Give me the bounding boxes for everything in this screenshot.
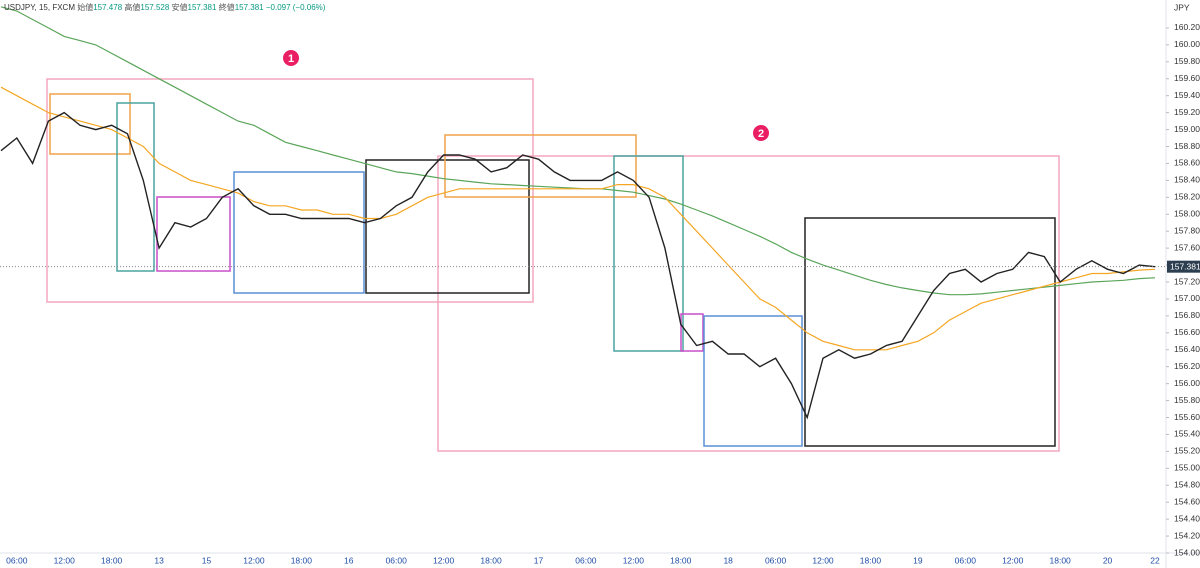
x-tick-label: 06:00 — [575, 555, 597, 565]
box — [444, 134, 637, 198]
y-tick-label: 155.600 — [1174, 412, 1200, 422]
box — [49, 93, 131, 155]
quote-value: 157.381 — [234, 3, 264, 12]
y-tick-label: 158.800 — [1174, 141, 1200, 151]
quote-value: 157.478 — [93, 3, 123, 12]
y-tick-label: 159.800 — [1174, 56, 1200, 66]
x-tick-label: 12:00 — [54, 555, 76, 565]
box — [156, 196, 231, 272]
x-tick-label: 12:00 — [243, 555, 265, 565]
box — [46, 78, 534, 303]
quote-change: −0.097 (−0.06%) — [265, 3, 326, 12]
x-tick-label: 18:00 — [480, 555, 502, 565]
x-tick-label: 06:00 — [765, 555, 787, 565]
x-tick-label: 16 — [344, 555, 354, 565]
x-tick-label: 12:00 — [812, 555, 834, 565]
quote-label: 始値 — [77, 3, 94, 12]
box — [804, 217, 1056, 447]
y-tick-label: 160.200 — [1174, 22, 1200, 32]
currency: JPY — [1174, 2, 1190, 12]
y-tick-label: 155.000 — [1174, 463, 1200, 473]
y-tick-label: 155.800 — [1174, 395, 1200, 405]
x-tick-label: 12:00 — [433, 555, 455, 565]
symbol-header: USDJPY, 15, FXCM 始値157.478 高値157.528 安値1… — [4, 2, 325, 13]
quote-label: 終値 — [218, 3, 235, 12]
y-tick-label: 154.600 — [1174, 496, 1200, 506]
y-tick-label: 154.800 — [1174, 480, 1200, 490]
y-tick-label: 154.400 — [1174, 513, 1200, 523]
x-tick-label: 18:00 — [101, 555, 123, 565]
x-tick-label: 18:00 — [860, 555, 882, 565]
y-tick-label: 157.200 — [1174, 276, 1200, 286]
y-tick-label: 158.000 — [1174, 209, 1200, 219]
series-line — [0, 86, 1156, 351]
x-tick-label: 18:00 — [1050, 555, 1072, 565]
box — [233, 171, 365, 294]
x-tick-label: 06:00 — [955, 555, 977, 565]
y-tick-label: 157.000 — [1174, 293, 1200, 303]
x-tick-label: 18 — [723, 555, 733, 565]
quote-value: 157.381 — [187, 3, 217, 12]
series-line — [0, 111, 1156, 420]
y-tick-label: 159.000 — [1174, 124, 1200, 134]
x-tick-label: 18:00 — [291, 555, 313, 565]
x-tick-label: 12:00 — [1002, 555, 1024, 565]
x-tick-label: 06:00 — [386, 555, 408, 565]
y-tick-label: 159.600 — [1174, 73, 1200, 83]
quote-value: 157.528 — [140, 3, 170, 12]
y-tick-label: 155.200 — [1174, 446, 1200, 456]
x-tick-label: 06:00 — [6, 555, 28, 565]
y-tick-label: 158.400 — [1174, 175, 1200, 185]
y-tick-label: 156.600 — [1174, 327, 1200, 337]
x-tick-label: 17 — [534, 555, 544, 565]
y-tick-label: 156.200 — [1174, 361, 1200, 371]
box — [680, 313, 704, 352]
y-tick-label: 155.400 — [1174, 429, 1200, 439]
x-tick-label: 15 — [202, 555, 212, 565]
y-tick-label: 156.400 — [1174, 344, 1200, 354]
box — [365, 159, 530, 294]
y-tick-label: 154.000 — [1174, 547, 1200, 557]
y-tick-label: 158.200 — [1174, 192, 1200, 202]
quote-label: 安値 — [171, 3, 188, 12]
x-tick-label: 20 — [1103, 555, 1113, 565]
y-tick-label: 159.200 — [1174, 107, 1200, 117]
x-tick-label: 13 — [154, 555, 164, 565]
symbol: USDJPY, 15, FXCM — [4, 3, 75, 12]
x-tick-label: 12:00 — [623, 555, 645, 565]
drawings — [46, 78, 1060, 452]
box — [116, 102, 155, 272]
y-tick-label: 160.000 — [1174, 39, 1200, 49]
box — [613, 155, 684, 352]
annotation: 2 — [758, 128, 764, 140]
y-tick-label: 156.000 — [1174, 378, 1200, 388]
quote-label: 高値 — [124, 3, 141, 12]
annotation-marker — [753, 125, 769, 141]
series-line — [0, 6, 1156, 296]
last-price-box — [1167, 260, 1200, 273]
y-tick-label: 159.400 — [1174, 90, 1200, 100]
y-tick-label: 154.200 — [1174, 530, 1200, 540]
y-tick-label: 156.800 — [1174, 310, 1200, 320]
box — [437, 155, 1060, 452]
y-tick-label: 158.600 — [1174, 158, 1200, 168]
annotation-marker — [283, 50, 299, 66]
x-tick-label: 18:00 — [670, 555, 692, 565]
annotation: 1 — [288, 53, 294, 65]
x-tick-label: 19 — [913, 555, 923, 565]
box — [703, 315, 803, 447]
last-price-label: 157.381 — [1170, 261, 1200, 271]
y-tick-label: 157.800 — [1174, 225, 1200, 235]
y-tick-label: 157.600 — [1174, 242, 1200, 252]
x-tick-label: 22 — [1150, 555, 1160, 565]
